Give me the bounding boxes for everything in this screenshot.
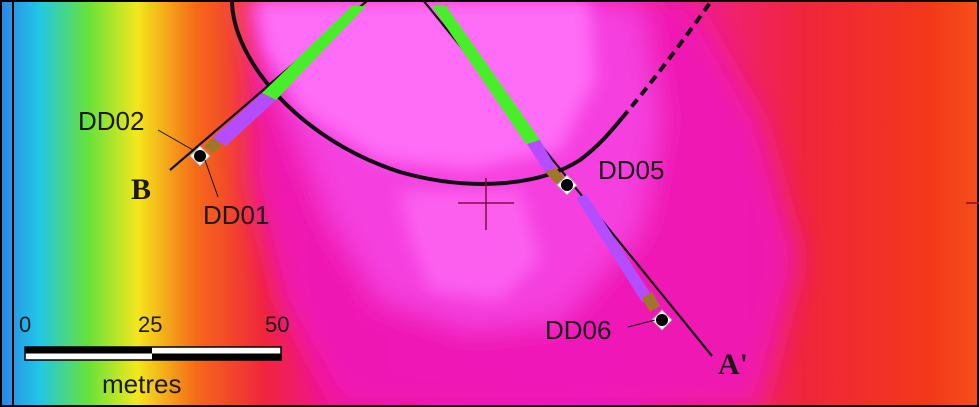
scale-tick-50: 50 xyxy=(265,312,289,337)
centre-crosshair xyxy=(458,178,514,230)
anomaly-core xyxy=(255,0,595,300)
drill-trace-purple-b xyxy=(212,93,276,146)
leader-dd02 xyxy=(157,129,194,151)
label-dd05: DD05 xyxy=(598,155,664,185)
drillhole-marker-dd06 xyxy=(651,309,673,331)
label-dd02: DD02 xyxy=(78,106,144,136)
drill-trace-brown-a2 xyxy=(642,292,660,312)
pit-outline xyxy=(230,0,624,186)
drill-trace-brown-a xyxy=(545,168,566,184)
label-section-a-prime: A' xyxy=(718,348,748,381)
drill-trace-green-a xyxy=(432,6,540,144)
drill-trace-purple-a-upper xyxy=(527,140,556,172)
scale-bar-segment-25-50 xyxy=(152,353,281,360)
scale-bar: 0 25 50 metres xyxy=(19,312,289,399)
scale-bar-segment-0-25 xyxy=(25,347,152,354)
drill-trace-brown-b xyxy=(204,138,222,154)
drill-trace-purple-a xyxy=(576,194,652,302)
leader-dd06 xyxy=(627,319,656,328)
scale-tick-0: 0 xyxy=(19,312,31,337)
drillhole-marker-dd05 xyxy=(556,174,578,196)
label-section-b: B xyxy=(131,173,151,206)
label-dd01: DD01 xyxy=(203,200,269,230)
label-dd06: DD06 xyxy=(545,315,611,345)
leader-dd01 xyxy=(204,159,219,198)
drill-trace-green-b xyxy=(262,6,366,100)
pit-outline-dashed xyxy=(620,0,714,120)
scale-unit-label: metres xyxy=(102,369,181,399)
scale-tick-25: 25 xyxy=(138,312,162,337)
